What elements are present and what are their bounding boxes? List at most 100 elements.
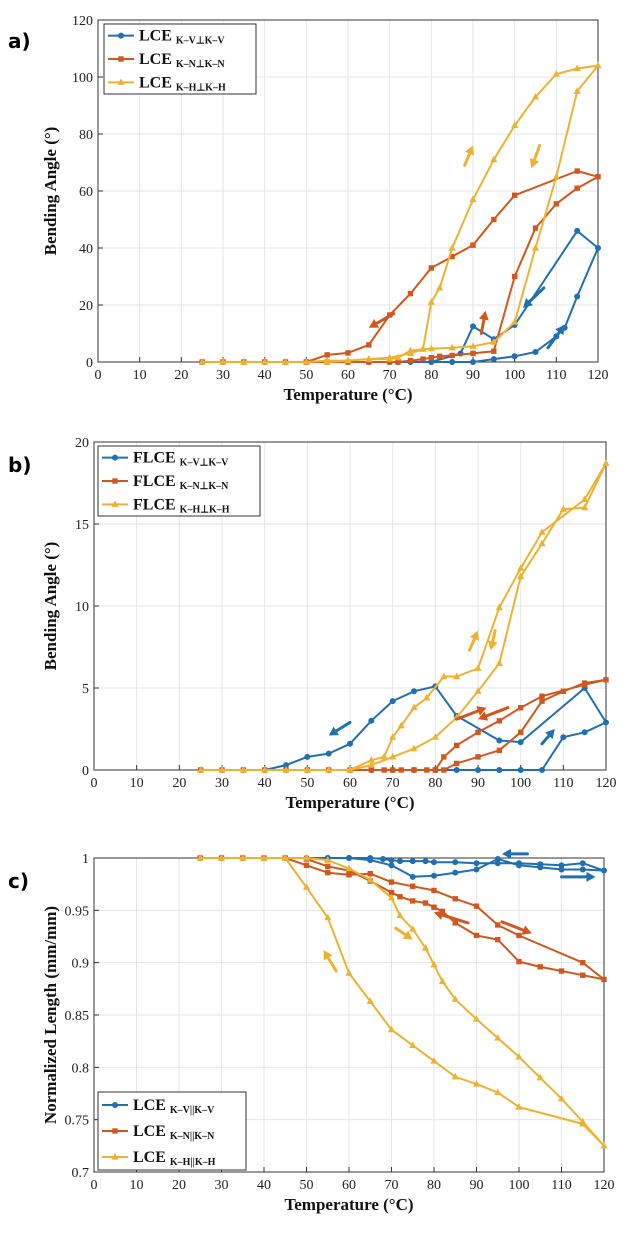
data-point [388, 857, 395, 864]
data-point [495, 603, 503, 611]
x-tick-label: 50 [299, 368, 313, 383]
data-point [600, 1141, 608, 1149]
x-axis-label: Temperature (°C) [283, 385, 412, 404]
data-point [452, 920, 458, 926]
direction-arrow [463, 145, 475, 167]
series-2 [199, 168, 601, 365]
data-point [469, 195, 477, 203]
data-point [601, 867, 607, 874]
y-tick-label: 15 [75, 518, 89, 533]
data-point [496, 767, 503, 773]
data-point [474, 687, 482, 694]
data-point [388, 889, 395, 896]
data-point [427, 298, 435, 305]
data-point [595, 245, 601, 251]
data-point [558, 862, 565, 869]
y-tick-label: 1 [82, 852, 89, 867]
data-point [532, 349, 539, 356]
data-point [239, 766, 247, 773]
y-tick-label: 120 [72, 14, 93, 29]
data-point [388, 879, 395, 885]
data-point [302, 358, 310, 365]
data-point [473, 903, 480, 909]
series-3 [198, 61, 602, 365]
direction-arrow [487, 629, 498, 651]
direction-arrow [394, 926, 413, 940]
x-tick-label: 120 [588, 368, 609, 383]
data-point [495, 936, 501, 943]
series-3 [196, 854, 608, 1149]
data-point [490, 338, 498, 345]
panel-a: 0 10 20 30 40 50 60 70 80 90 100 110 120 0 20 40 60 80 100… [8, 14, 609, 404]
data-point [537, 964, 543, 970]
x-tick-label: 80 [427, 1178, 441, 1193]
data-point [366, 342, 372, 348]
data-point [410, 898, 416, 904]
data-point [388, 862, 395, 869]
data-point [387, 1025, 396, 1033]
data-point [538, 539, 546, 547]
data-point [409, 1041, 417, 1048]
data-point [261, 358, 269, 365]
data-point [346, 766, 354, 773]
data-point [448, 343, 456, 351]
data-point [574, 168, 580, 174]
data-point [581, 503, 589, 511]
data-point [389, 752, 397, 760]
data-point [449, 352, 455, 359]
direction-arrow [368, 312, 396, 328]
legend-marker [112, 1102, 118, 1108]
x-tick-label: 30 [216, 368, 230, 383]
data-point [389, 767, 396, 773]
data-point [531, 244, 540, 251]
data-point [420, 356, 426, 362]
direction-arrow [523, 286, 546, 308]
data-point [395, 359, 401, 365]
x-axis-label: Temperature (°C) [284, 1195, 413, 1214]
data-point [539, 698, 545, 704]
data-point [517, 739, 524, 746]
data-point [539, 767, 545, 773]
data-point [601, 976, 607, 983]
data-point [218, 766, 226, 773]
data-point [409, 925, 417, 932]
direction-arrow [540, 729, 555, 746]
direction-arrow [434, 910, 470, 925]
y-tick-label: 0 [86, 356, 93, 371]
data-point [552, 70, 560, 77]
data-point [367, 857, 374, 864]
x-tick-label: 30 [215, 776, 229, 791]
data-point [422, 858, 429, 865]
legend-marker [112, 1128, 118, 1134]
y-tick-label: 0.9 [72, 957, 90, 972]
data-point [197, 766, 205, 773]
y-tick-label: 40 [79, 242, 93, 257]
data-point [346, 855, 352, 861]
data-point [428, 359, 435, 365]
y-tick-label: 60 [79, 185, 93, 200]
data-point [490, 155, 498, 163]
data-point [428, 355, 435, 361]
y-tick-label: 0.7 [72, 1166, 90, 1181]
legend-marker [118, 56, 124, 62]
data-point [283, 762, 289, 769]
series-line [202, 64, 599, 363]
direction-arrow [328, 720, 352, 736]
x-tick-label: 100 [509, 1178, 530, 1193]
data-point [345, 969, 353, 976]
data-point [397, 894, 403, 900]
data-point [538, 528, 546, 535]
data-point [452, 869, 459, 876]
data-point [494, 856, 501, 863]
data-point [365, 355, 373, 362]
data-point [475, 767, 481, 773]
data-point [453, 760, 460, 767]
data-point [419, 345, 427, 352]
x-tick-label: 40 [258, 776, 272, 791]
data-point [441, 767, 447, 773]
x-tick-label: 80 [424, 368, 438, 383]
x-tick-label: 70 [383, 368, 397, 383]
data-point [490, 356, 497, 363]
data-point [552, 172, 560, 180]
